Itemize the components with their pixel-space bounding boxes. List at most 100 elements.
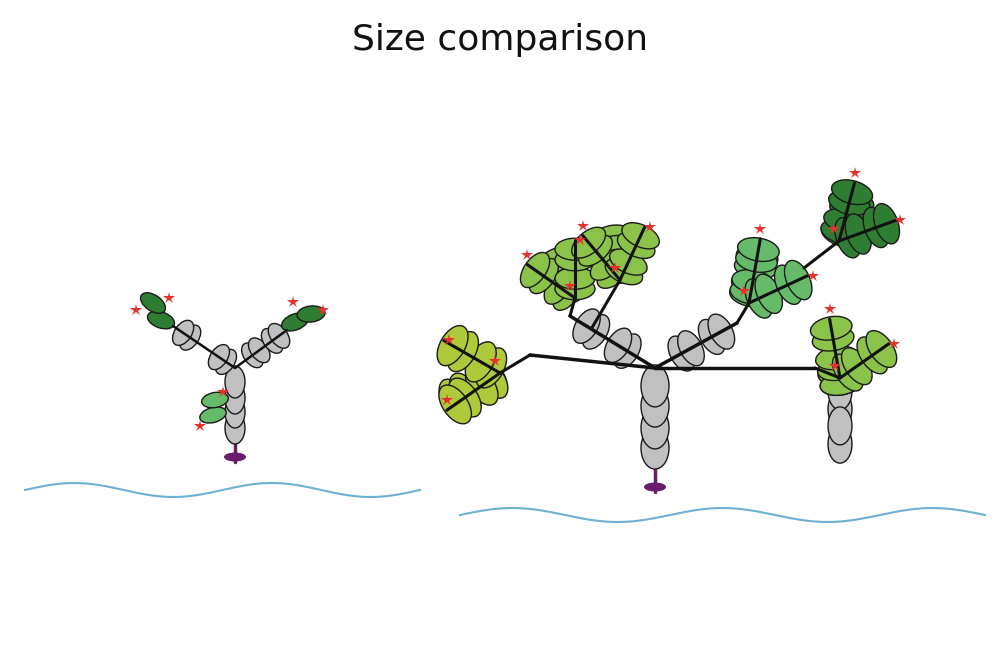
Ellipse shape xyxy=(812,327,854,351)
Ellipse shape xyxy=(604,328,632,363)
Ellipse shape xyxy=(829,190,870,215)
Ellipse shape xyxy=(148,311,174,329)
Ellipse shape xyxy=(225,412,245,444)
Ellipse shape xyxy=(730,283,771,307)
Ellipse shape xyxy=(476,358,507,398)
Ellipse shape xyxy=(599,261,638,284)
Ellipse shape xyxy=(641,427,669,469)
Ellipse shape xyxy=(465,342,496,382)
Ellipse shape xyxy=(866,331,897,367)
Ellipse shape xyxy=(825,211,865,237)
Ellipse shape xyxy=(582,315,610,349)
Ellipse shape xyxy=(520,252,550,287)
Ellipse shape xyxy=(225,382,245,414)
Ellipse shape xyxy=(832,180,873,205)
Ellipse shape xyxy=(476,348,507,388)
Ellipse shape xyxy=(622,223,659,249)
Ellipse shape xyxy=(842,348,872,385)
Ellipse shape xyxy=(439,385,471,424)
Ellipse shape xyxy=(828,407,852,445)
Ellipse shape xyxy=(202,392,228,408)
Ellipse shape xyxy=(544,269,573,304)
Ellipse shape xyxy=(466,367,498,405)
Ellipse shape xyxy=(225,366,245,398)
Ellipse shape xyxy=(208,344,229,370)
Ellipse shape xyxy=(820,372,862,395)
Ellipse shape xyxy=(529,259,558,294)
Ellipse shape xyxy=(821,220,862,244)
Ellipse shape xyxy=(268,324,290,348)
Ellipse shape xyxy=(535,247,572,275)
Ellipse shape xyxy=(594,235,634,258)
Ellipse shape xyxy=(466,364,497,404)
Ellipse shape xyxy=(541,256,577,284)
Ellipse shape xyxy=(555,238,595,260)
Ellipse shape xyxy=(555,249,595,271)
Ellipse shape xyxy=(475,359,508,398)
Ellipse shape xyxy=(820,372,862,395)
Ellipse shape xyxy=(818,357,859,380)
Ellipse shape xyxy=(180,325,201,350)
Ellipse shape xyxy=(572,227,606,258)
Ellipse shape xyxy=(553,275,582,310)
Ellipse shape xyxy=(774,265,802,304)
Ellipse shape xyxy=(597,251,637,274)
Ellipse shape xyxy=(736,248,777,272)
Ellipse shape xyxy=(828,372,852,410)
Ellipse shape xyxy=(579,235,612,266)
Ellipse shape xyxy=(553,278,590,306)
Ellipse shape xyxy=(818,361,860,384)
Ellipse shape xyxy=(555,267,595,289)
Ellipse shape xyxy=(248,338,270,363)
Ellipse shape xyxy=(641,407,669,449)
Ellipse shape xyxy=(641,365,669,407)
Ellipse shape xyxy=(593,225,632,248)
Ellipse shape xyxy=(261,328,283,353)
Ellipse shape xyxy=(141,292,165,313)
Ellipse shape xyxy=(678,331,704,366)
Ellipse shape xyxy=(437,326,468,366)
Ellipse shape xyxy=(610,249,647,275)
Ellipse shape xyxy=(828,425,852,463)
Ellipse shape xyxy=(736,245,778,269)
Ellipse shape xyxy=(810,317,852,340)
Ellipse shape xyxy=(828,390,852,428)
Ellipse shape xyxy=(449,378,481,417)
Ellipse shape xyxy=(730,281,772,304)
Ellipse shape xyxy=(845,214,871,254)
Ellipse shape xyxy=(824,209,865,233)
Ellipse shape xyxy=(784,261,812,300)
Ellipse shape xyxy=(734,256,776,280)
Ellipse shape xyxy=(644,482,666,491)
Ellipse shape xyxy=(830,198,870,224)
Ellipse shape xyxy=(297,306,325,322)
Ellipse shape xyxy=(668,336,695,371)
Ellipse shape xyxy=(614,334,641,369)
Ellipse shape xyxy=(816,346,857,370)
Ellipse shape xyxy=(548,269,584,296)
Ellipse shape xyxy=(448,332,478,372)
Ellipse shape xyxy=(225,396,245,428)
Ellipse shape xyxy=(732,272,773,296)
Ellipse shape xyxy=(282,313,308,331)
Ellipse shape xyxy=(641,385,669,427)
Ellipse shape xyxy=(835,218,861,258)
Ellipse shape xyxy=(449,373,480,413)
Ellipse shape xyxy=(873,203,899,244)
Ellipse shape xyxy=(224,452,246,462)
Ellipse shape xyxy=(863,207,889,248)
Ellipse shape xyxy=(242,343,263,368)
Ellipse shape xyxy=(439,379,470,419)
Ellipse shape xyxy=(215,349,237,374)
Ellipse shape xyxy=(732,270,774,293)
Ellipse shape xyxy=(745,279,772,318)
Ellipse shape xyxy=(555,278,595,300)
Ellipse shape xyxy=(834,188,874,214)
Ellipse shape xyxy=(857,337,888,374)
Ellipse shape xyxy=(738,238,779,261)
Ellipse shape xyxy=(590,250,624,280)
Ellipse shape xyxy=(698,319,725,354)
Ellipse shape xyxy=(755,274,782,313)
Ellipse shape xyxy=(597,257,631,289)
Ellipse shape xyxy=(821,222,862,248)
